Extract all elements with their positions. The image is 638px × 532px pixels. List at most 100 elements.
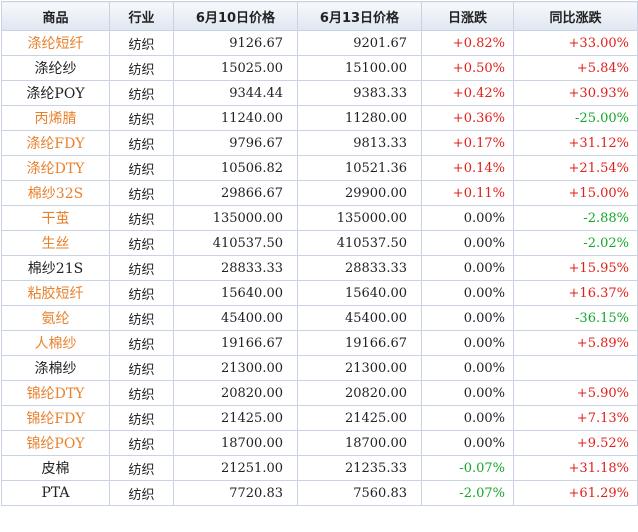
- table-row: 锦纶FDY 纺织 21425.00 21425.00 0.00% +7.13%: [1, 405, 638, 431]
- commodity-link[interactable]: 涤纶DTY: [1, 155, 110, 181]
- commodity-link[interactable]: 涤纶短纤: [1, 30, 110, 56]
- yoy-change-cell: +16.37%: [513, 280, 638, 306]
- price-jun13-cell: 9813.33: [297, 130, 422, 156]
- table-row: 皮棉 纺织 21251.00 21235.33 -0.07% +31.18%: [1, 455, 638, 481]
- industry-cell: 纺织: [109, 255, 174, 281]
- table-row: 涤纶FDY 纺织 9796.67 9813.33 +0.17% +31.12%: [1, 130, 638, 156]
- daily-change-cell: 0.00%: [421, 405, 514, 431]
- price-jun13-cell: 7560.83: [297, 480, 422, 506]
- price-jun13-cell: 29900.00: [297, 180, 422, 206]
- header-yoy-change[interactable]: 同比涨跌: [513, 1, 638, 31]
- price-jun13-cell: 20820.00: [297, 380, 422, 406]
- table-row: 涤纶纱 纺织 15025.00 15100.00 +0.50% +5.84%: [1, 55, 638, 81]
- price-jun10-cell: 19166.67: [173, 330, 298, 356]
- industry-cell: 纺织: [109, 180, 174, 206]
- commodity-name: 涤棉纱: [1, 355, 110, 381]
- daily-change-cell: +0.50%: [421, 55, 514, 81]
- price-jun10-cell: 21300.00: [173, 355, 298, 381]
- table-row: 锦纶DTY 纺织 20820.00 20820.00 0.00% +5.90%: [1, 380, 638, 406]
- price-jun13-cell: 11280.00: [297, 105, 422, 131]
- header-row: 商品 行业 6月10日价格 6月13日价格 日涨跌 同比涨跌: [1, 1, 638, 31]
- table-row: 氨纶 纺织 45400.00 45400.00 0.00% -36.15%: [1, 305, 638, 331]
- price-jun10-cell: 18700.00: [173, 430, 298, 456]
- price-jun13-cell: 135000.00: [297, 205, 422, 231]
- commodity-link[interactable]: 粘胶短纤: [1, 280, 110, 306]
- daily-change-cell: -2.07%: [421, 480, 514, 506]
- price-jun10-cell: 21251.00: [173, 455, 298, 481]
- commodity-link[interactable]: 锦纶POY: [1, 430, 110, 456]
- yoy-change-cell: +15.00%: [513, 180, 638, 206]
- header-price-jun10[interactable]: 6月10日价格: [173, 1, 298, 31]
- table-row: 涤纶DTY 纺织 10506.82 10521.36 +0.14% +21.54%: [1, 155, 638, 181]
- commodity-link[interactable]: 生丝: [1, 230, 110, 256]
- daily-change-cell: +0.11%: [421, 180, 514, 206]
- daily-change-cell: -0.07%: [421, 455, 514, 481]
- industry-cell: 纺织: [109, 230, 174, 256]
- price-jun13-cell: 45400.00: [297, 305, 422, 331]
- price-jun13-cell: 28833.33: [297, 255, 422, 281]
- price-jun13-cell: 19166.67: [297, 330, 422, 356]
- table-row: 人棉纱 纺织 19166.67 19166.67 0.00% +5.89%: [1, 330, 638, 356]
- commodity-name: 棉纱21S: [1, 255, 110, 281]
- industry-cell: 纺织: [109, 480, 174, 506]
- yoy-change-cell: +5.84%: [513, 55, 638, 81]
- commodity-link[interactable]: 锦纶DTY: [1, 380, 110, 406]
- yoy-change-cell: -25.00%: [513, 105, 638, 131]
- industry-cell: 纺织: [109, 55, 174, 81]
- commodity-name: 涤纶POY: [1, 80, 110, 106]
- commodity-link[interactable]: 人棉纱: [1, 330, 110, 356]
- price-jun10-cell: 7720.83: [173, 480, 298, 506]
- table-row: 棉纱21S 纺织 28833.33 28833.33 0.00% +15.95%: [1, 255, 638, 281]
- table-row: 锦纶POY 纺织 18700.00 18700.00 0.00% +9.52%: [1, 430, 638, 456]
- yoy-change-cell: +7.13%: [513, 405, 638, 431]
- price-jun13-cell: 21235.33: [297, 455, 422, 481]
- price-jun10-cell: 28833.33: [173, 255, 298, 281]
- commodity-link[interactable]: 氨纶: [1, 305, 110, 331]
- table-row: 生丝 纺织 410537.50 410537.50 0.00% -2.02%: [1, 230, 638, 256]
- price-jun13-cell: 21425.00: [297, 405, 422, 431]
- yoy-change-cell: +9.52%: [513, 430, 638, 456]
- commodity-link[interactable]: 干茧: [1, 205, 110, 231]
- yoy-change-cell: +33.00%: [513, 30, 638, 56]
- daily-change-cell: +0.36%: [421, 105, 514, 131]
- price-jun13-cell: 15640.00: [297, 280, 422, 306]
- header-industry[interactable]: 行业: [109, 1, 174, 31]
- header-price-jun13[interactable]: 6月13日价格: [297, 1, 422, 31]
- daily-change-cell: 0.00%: [421, 205, 514, 231]
- price-jun13-cell: 18700.00: [297, 430, 422, 456]
- price-jun10-cell: 9344.44: [173, 80, 298, 106]
- industry-cell: 纺织: [109, 355, 174, 381]
- commodity-link[interactable]: 丙烯腈: [1, 105, 110, 131]
- table-row: 涤纶POY 纺织 9344.44 9383.33 +0.42% +30.93%: [1, 80, 638, 106]
- yoy-change-cell: +21.54%: [513, 155, 638, 181]
- commodity-link[interactable]: 涤纶FDY: [1, 130, 110, 156]
- yoy-change-cell: +61.29%: [513, 480, 638, 506]
- industry-cell: 纺织: [109, 330, 174, 356]
- daily-change-cell: +0.82%: [421, 30, 514, 56]
- commodity-name: 皮棉: [1, 455, 110, 481]
- commodity-name: 涤纶纱: [1, 55, 110, 81]
- table-row: 棉纱32S 纺织 29866.67 29900.00 +0.11% +15.00%: [1, 180, 638, 206]
- table-row: 丙烯腈 纺织 11240.00 11280.00 +0.36% -25.00%: [1, 105, 638, 131]
- daily-change-cell: 0.00%: [421, 280, 514, 306]
- yoy-change-cell: +15.95%: [513, 255, 638, 281]
- industry-cell: 纺织: [109, 205, 174, 231]
- yoy-change-cell: +31.12%: [513, 130, 638, 156]
- industry-cell: 纺织: [109, 155, 174, 181]
- price-jun10-cell: 45400.00: [173, 305, 298, 331]
- table-row: 粘胶短纤 纺织 15640.00 15640.00 0.00% +16.37%: [1, 280, 638, 306]
- table-header: 商品 行业 6月10日价格 6月13日价格 日涨跌 同比涨跌: [1, 1, 638, 31]
- price-jun13-cell: 21300.00: [297, 355, 422, 381]
- yoy-change-cell: +5.89%: [513, 330, 638, 356]
- daily-change-cell: 0.00%: [421, 230, 514, 256]
- price-jun10-cell: 9796.67: [173, 130, 298, 156]
- yoy-change-cell: +31.18%: [513, 455, 638, 481]
- header-daily-change[interactable]: 日涨跌: [421, 1, 514, 31]
- daily-change-cell: 0.00%: [421, 330, 514, 356]
- header-commodity[interactable]: 商品: [1, 1, 110, 31]
- commodity-link[interactable]: 锦纶FDY: [1, 405, 110, 431]
- price-jun10-cell: 21425.00: [173, 405, 298, 431]
- commodity-link[interactable]: 棉纱32S: [1, 180, 110, 206]
- industry-cell: 纺织: [109, 30, 174, 56]
- daily-change-cell: +0.42%: [421, 80, 514, 106]
